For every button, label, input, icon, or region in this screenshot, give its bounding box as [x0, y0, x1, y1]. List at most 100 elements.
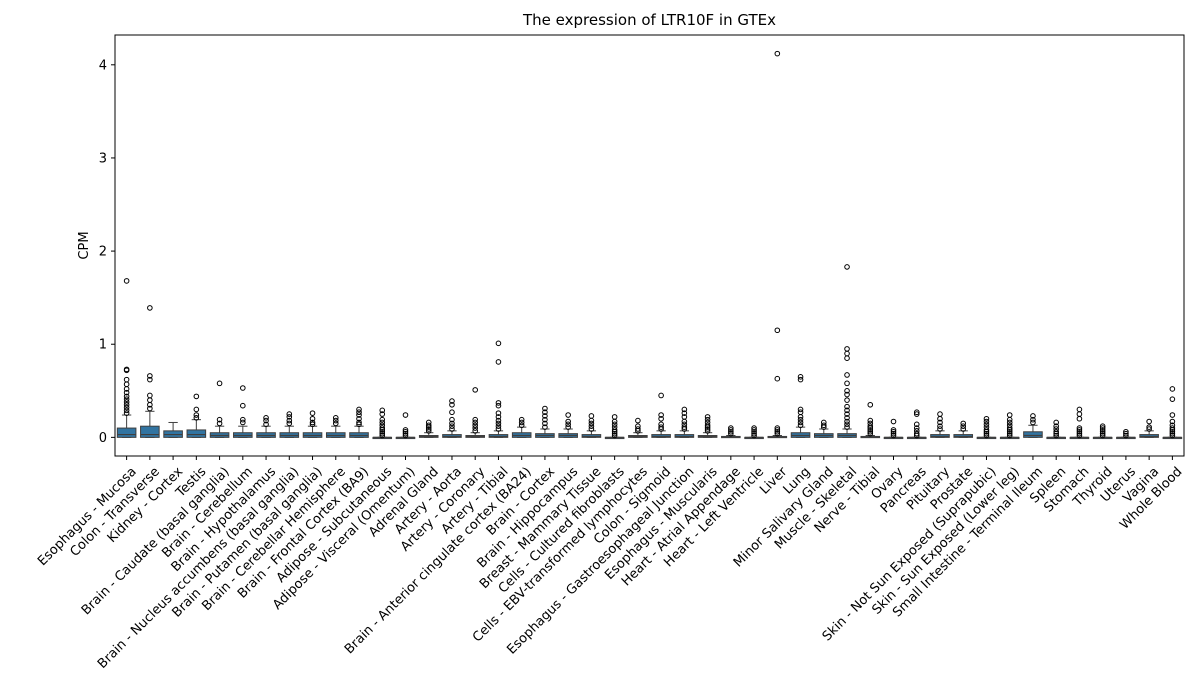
box-40	[1023, 413, 1043, 438]
flier-point	[402, 427, 409, 433]
flier-point	[356, 419, 362, 426]
flier-point	[309, 421, 316, 428]
box-17	[488, 340, 509, 438]
box-iqr	[186, 429, 207, 438]
flier-point	[472, 416, 479, 423]
flier-point	[402, 432, 409, 439]
flier-point	[611, 421, 618, 428]
flier-point	[937, 423, 943, 429]
flier-point	[867, 430, 874, 437]
flier-point	[379, 422, 386, 429]
flier-point	[797, 374, 804, 380]
flier-point	[425, 422, 432, 429]
flier-point	[983, 415, 990, 422]
flier-point	[240, 385, 246, 391]
flier-point	[379, 432, 386, 439]
flier-point	[472, 419, 479, 426]
flier-point	[1099, 430, 1106, 437]
flier-point	[983, 432, 990, 439]
flier-point	[193, 412, 200, 418]
flier-point	[1169, 432, 1176, 439]
flier-point	[263, 415, 269, 421]
flier-point	[332, 417, 339, 424]
chart-title: The expression of LTR10F in GTEx	[523, 11, 776, 29]
flier-point	[193, 406, 200, 413]
flier-point	[449, 426, 455, 432]
flier-point	[1099, 425, 1106, 431]
flier-point	[1030, 413, 1036, 419]
flier-point	[1076, 428, 1083, 435]
box-37	[953, 420, 974, 438]
flier-point	[844, 391, 850, 398]
y-axis-label: CPM	[77, 231, 92, 259]
box-25	[674, 406, 695, 438]
flier-point	[867, 417, 874, 424]
box-20	[558, 412, 578, 438]
flier-point	[983, 427, 990, 433]
box-iqr	[140, 425, 160, 438]
flier-point	[240, 419, 246, 426]
box-19	[535, 405, 555, 438]
flier-point	[402, 412, 409, 418]
flier-point	[1053, 426, 1059, 432]
flier-point	[379, 411, 386, 417]
flier-point	[937, 419, 943, 426]
flier-point	[983, 418, 990, 425]
flier-point	[518, 416, 525, 423]
flier-point	[1076, 425, 1083, 431]
flier-point	[309, 419, 316, 426]
flier-point	[379, 416, 386, 423]
flier-point	[147, 373, 153, 379]
flier-point	[425, 419, 432, 426]
box-42	[1069, 406, 1090, 440]
flier-point	[123, 410, 130, 416]
flier-point	[751, 427, 757, 433]
flier-point	[495, 423, 502, 429]
flier-point	[960, 420, 967, 427]
box-44	[1116, 428, 1136, 440]
flier-point	[890, 430, 897, 437]
box-35	[906, 409, 927, 440]
flier-point	[797, 422, 804, 429]
flier-point	[844, 380, 850, 387]
flier-point	[1006, 422, 1013, 429]
flier-point	[495, 410, 502, 416]
flier-point	[449, 423, 455, 429]
flier-point	[704, 426, 711, 432]
flier-point	[844, 397, 850, 403]
flier-point	[123, 404, 130, 411]
box-32	[837, 264, 857, 438]
flier-point	[635, 423, 641, 429]
flier-point	[565, 421, 571, 428]
flier-point	[472, 428, 479, 434]
box-28	[744, 425, 764, 440]
box-43	[1092, 423, 1113, 440]
box-10	[325, 415, 346, 438]
flier-point	[588, 413, 595, 419]
box-30	[790, 374, 811, 438]
flier-point	[216, 416, 223, 423]
flier-point	[960, 426, 967, 432]
flier-point	[495, 414, 502, 420]
flier-point	[844, 424, 850, 430]
box-21	[581, 413, 602, 438]
flier-point	[193, 415, 200, 421]
flier-point	[658, 421, 664, 428]
flier-point	[123, 399, 130, 405]
box-7	[256, 415, 276, 438]
flier-point	[1099, 428, 1106, 435]
box-14	[418, 419, 439, 438]
box-45	[1139, 418, 1159, 438]
box-34	[883, 418, 904, 440]
flier-point	[1169, 396, 1176, 402]
box-4	[186, 393, 207, 438]
flier-point	[356, 412, 362, 418]
flier-point	[1169, 386, 1176, 392]
flier-point	[379, 428, 386, 435]
flier-point	[518, 422, 525, 429]
flier-point	[1099, 432, 1106, 439]
flier-point	[728, 428, 734, 435]
flier-point	[937, 426, 943, 432]
box-41	[1046, 419, 1066, 440]
flier-point	[425, 428, 432, 434]
